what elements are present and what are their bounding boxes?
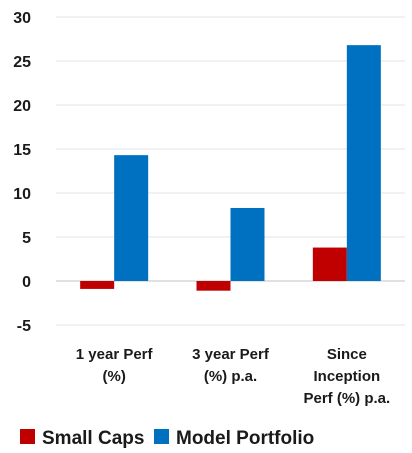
y-tick-label: 20 (13, 98, 31, 115)
y-tick-label: 10 (13, 186, 31, 203)
legend-swatch (20, 429, 35, 444)
y-tick-label: -5 (17, 318, 31, 335)
legend-swatch (154, 429, 169, 444)
x-axis: 1 year Perf (%) 3 year Perf (%) p.a. Since In… (76, 346, 390, 407)
bar-small-caps (80, 281, 115, 289)
x-category-label: Inception (313, 368, 380, 385)
x-category-label: (%) (103, 368, 126, 385)
x-category-label: 3 year Perf (192, 346, 270, 363)
bar-model-portfolio (114, 155, 149, 281)
x-category-label: Perf (%) p.a. (303, 390, 390, 407)
x-category-label: (%) p.a. (204, 368, 257, 385)
y-tick-label: 25 (13, 54, 31, 71)
y-axis: -5 0 5 10 15 20 25 30 (13, 10, 31, 335)
legend-label: Model Portfolio (176, 428, 314, 449)
bar-small-caps (312, 247, 347, 281)
x-category-label: Since (327, 346, 367, 363)
y-tick-label: 5 (22, 230, 31, 247)
bar-model-portfolio (230, 207, 265, 281)
legend-label: Small Caps (42, 428, 144, 449)
bar-small-caps (196, 281, 231, 291)
y-tick-label: 30 (13, 10, 31, 27)
x-category-label: 1 year Perf (76, 346, 154, 363)
y-tick-label: 15 (13, 142, 31, 159)
bar-model-portfolio (346, 45, 381, 281)
bars (80, 45, 381, 291)
y-tick-label: 0 (22, 274, 31, 291)
legend: Small Caps Model Portfolio (20, 428, 314, 449)
